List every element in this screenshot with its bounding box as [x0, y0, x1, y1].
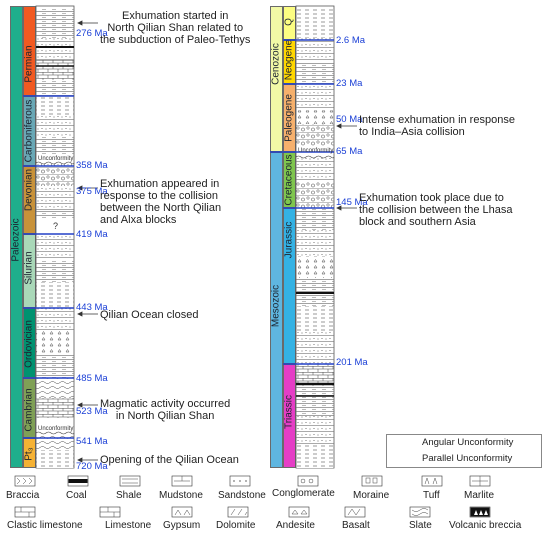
unconformity-label-right: Unconformity: [298, 148, 334, 154]
legend-braccia: Braccia: [6, 490, 40, 501]
age-720: 720 Ma: [76, 461, 108, 472]
parallel-unconformity-label: Parallel Unconformity: [422, 453, 513, 464]
legend-basalt: Basalt: [342, 520, 370, 531]
note-india-asia: Intense exhumation in response to India–…: [359, 114, 515, 138]
age-375: 375 Ma: [76, 186, 108, 197]
unconformity-legend: [386, 434, 542, 468]
age-523: 523 Ma: [76, 406, 108, 417]
legend-sandstone: Sandstone: [218, 490, 266, 501]
legend-gypsum: Gypsum: [163, 520, 201, 531]
unconformity-label-lower: Unconformity: [38, 426, 74, 432]
legend-limestone: Limestone: [105, 520, 152, 531]
legend-mudstone: Mudstone: [159, 490, 203, 501]
legend-shale: Shale: [116, 490, 142, 501]
legend-slate: Slate: [409, 520, 432, 531]
legend-coal: Coal: [66, 490, 87, 501]
note-magmatic: Magmatic activity occurred in North Qili…: [100, 398, 231, 422]
age-443: 443 Ma: [76, 302, 108, 313]
legend-marlite: Marlite: [464, 490, 495, 501]
legend-conglomerate: Conglomerate: [272, 488, 335, 499]
legend-clastic-limestone: Clastic limestone: [7, 520, 83, 531]
question-mark: ?: [53, 221, 59, 231]
age-485: 485 Ma: [76, 373, 108, 384]
unconformity-label-upper: Unconformity: [38, 156, 74, 162]
age-145: 145 Ma: [336, 197, 368, 208]
legend-volcanic-breccia: Volcanic breccia: [449, 520, 522, 531]
legend-andesite: Andesite: [276, 520, 315, 531]
age-276: 276 Ma: [76, 28, 108, 39]
note-alxa-collision: Exhumation appeared in response to the c…: [100, 178, 222, 226]
legend-dolomite: Dolomite: [216, 520, 256, 531]
age-201: 201 Ma: [336, 357, 368, 368]
age-2-6: 2.6 Ma: [336, 35, 366, 46]
age-50: 50 Ma: [336, 114, 363, 125]
angular-unconformity-label: Angular Unconformity: [422, 437, 514, 448]
note-lhasa: Exhumation took place due to the collisi…: [359, 192, 513, 228]
age-541: 541 Ma: [76, 436, 108, 447]
note-qilian-closed: Qilian Ocean closed: [100, 309, 199, 321]
age-23: 23 Ma: [336, 78, 363, 89]
paleozoic-era-bar: [10, 6, 23, 468]
legend-moraine: Moraine: [353, 490, 390, 501]
legend-tuff: Tuff: [423, 490, 440, 501]
age-358: 358 Ma: [76, 160, 108, 171]
note-paleo-tethys: Exhumation started in North Qilian Shan …: [100, 10, 251, 46]
age-65: 65 Ma: [336, 146, 363, 157]
note-ocean-opening: Opening of the Qilian Ocean: [100, 454, 239, 466]
age-419: 419 Ma: [76, 229, 108, 240]
